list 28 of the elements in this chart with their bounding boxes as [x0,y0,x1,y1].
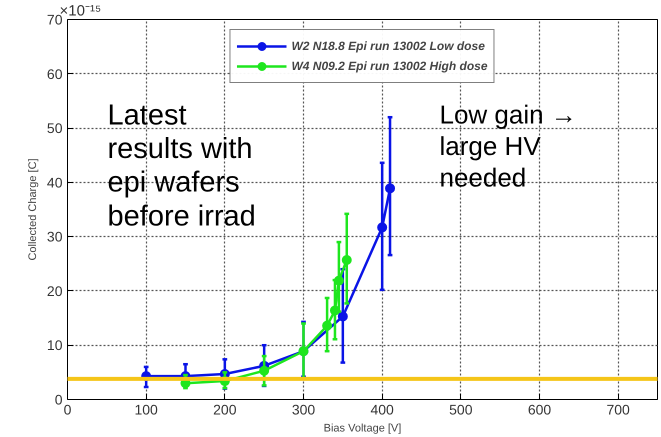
point [259,366,270,376]
x-tick-label: 300 [292,402,316,418]
y-tick-label: 50 [46,120,63,136]
y-axis-title: Collected Charge [C] [26,158,39,261]
point [322,320,332,331]
x-tick-label: 100 [134,402,158,418]
y-tick-label: 20 [46,282,63,299]
y-tick-label: 40 [46,174,63,190]
annotation: Low gain → large HV needed [440,100,577,192]
y-tick-label: 60 [46,66,63,82]
legend-label: W2 N18.8 Epi run 13002 Low dose [291,39,485,53]
x-tick-label: 600 [528,402,552,418]
point [330,305,340,316]
legend-label: W4 N09.2 Epi run 13002 High dose [291,59,488,73]
point [338,311,348,322]
x-axis-title: Bias Voltage [V] [324,422,402,434]
point [342,254,352,265]
annotation: Latest results with epi wafers before irrad [108,100,256,232]
point [334,276,344,286]
y-tick-label: 0 [54,392,63,408]
point [377,222,388,232]
point [385,183,396,194]
y-tick-label: 30 [46,228,63,245]
x-tick-label: 700 [606,402,630,418]
y-tick-label: 10 [46,337,63,354]
x-tick-label: 200 [213,402,237,418]
x-tick-label: 400 [370,402,394,418]
x-tick-label: 500 [449,402,473,418]
